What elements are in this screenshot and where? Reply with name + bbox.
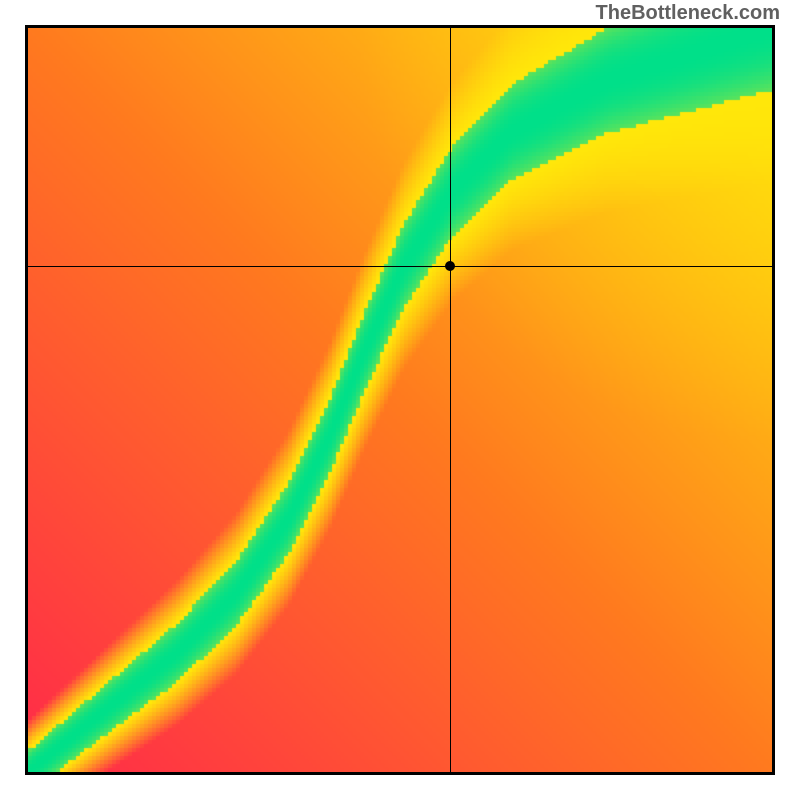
heatmap-canvas	[28, 28, 772, 772]
crosshair-vertical	[450, 28, 451, 772]
plot-border	[25, 25, 775, 775]
crosshair-horizontal	[28, 266, 772, 267]
chart-container: TheBottleneck.com	[0, 0, 800, 800]
plot-area	[28, 28, 772, 772]
watermark-text: TheBottleneck.com	[596, 2, 780, 25]
intersection-marker	[445, 261, 455, 271]
